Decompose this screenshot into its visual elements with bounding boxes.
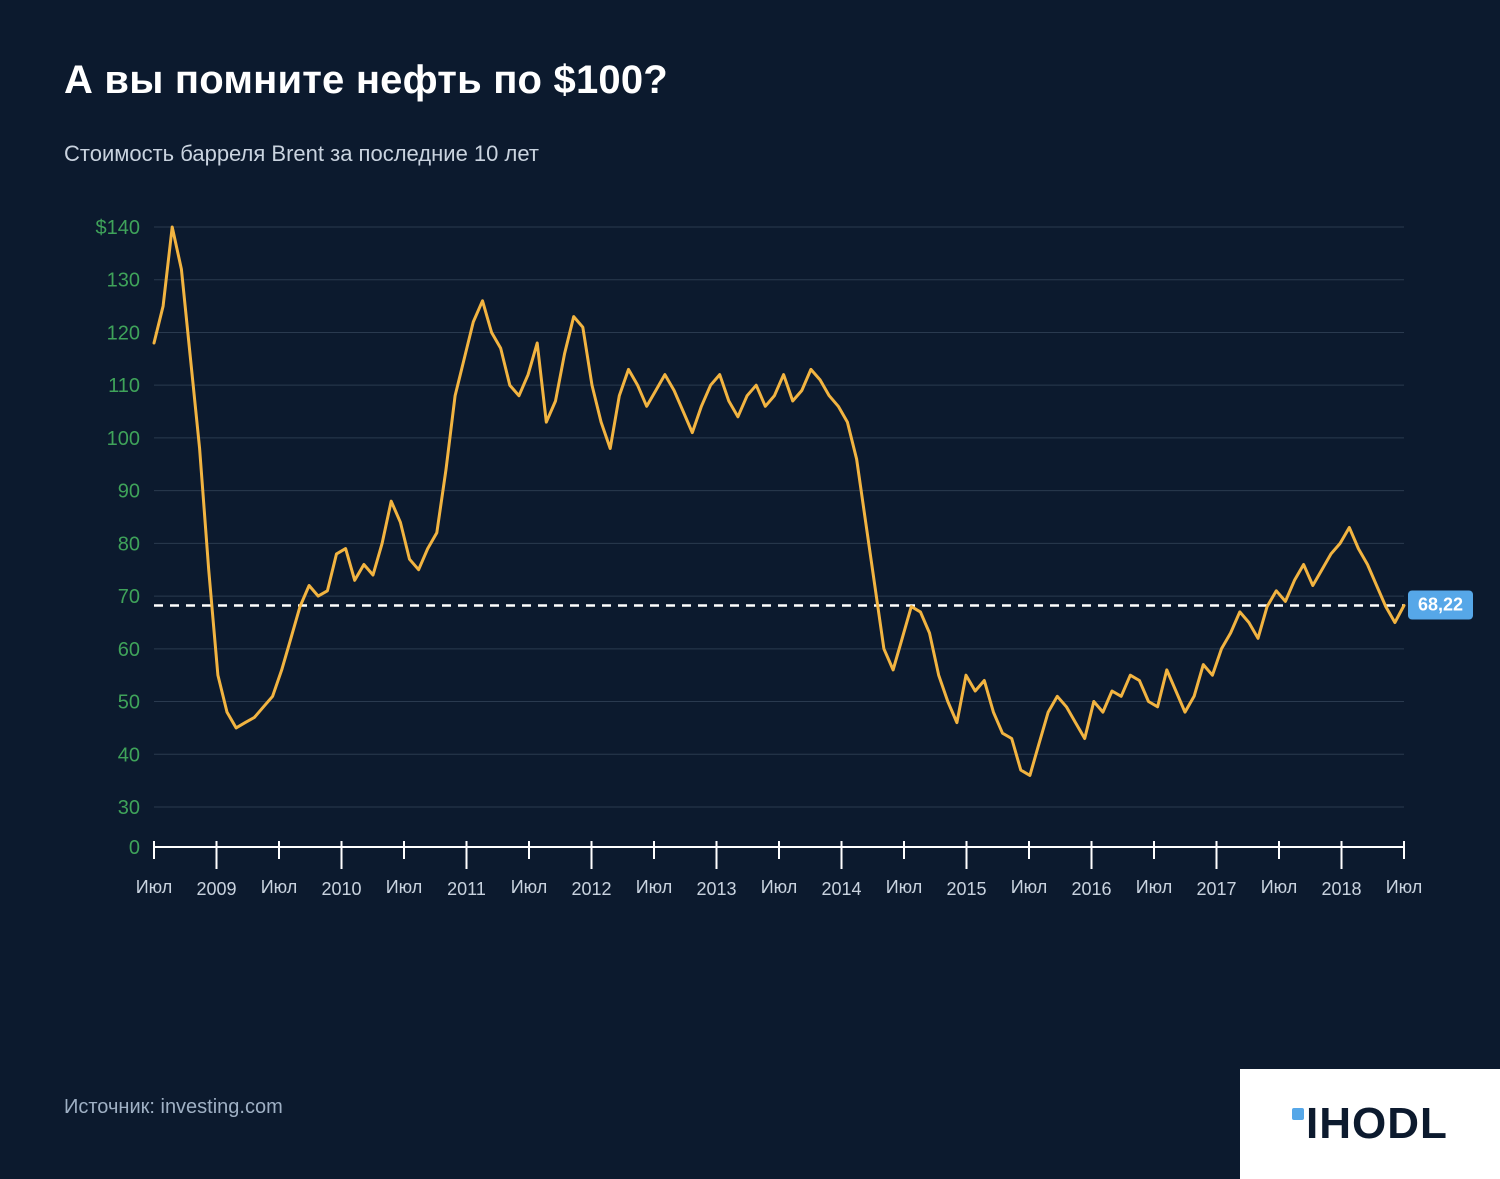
svg-text:80: 80	[118, 533, 140, 555]
chart-title: А вы помните нефть по $100?	[64, 58, 1436, 103]
svg-text:30: 30	[118, 797, 140, 819]
svg-text:0: 0	[129, 837, 140, 859]
svg-text:2016: 2016	[1071, 879, 1111, 899]
svg-text:$140: $140	[96, 217, 141, 239]
svg-text:Июл: Июл	[1136, 877, 1173, 897]
svg-text:Июл: Июл	[1261, 877, 1298, 897]
svg-text:120: 120	[107, 322, 140, 344]
svg-text:Июл: Июл	[761, 877, 798, 897]
svg-text:Июл: Июл	[886, 877, 923, 897]
svg-text:Июл: Июл	[511, 877, 548, 897]
chart-subtitle: Стоимость барреля Brent за последние 10 …	[64, 141, 1436, 167]
svg-text:2014: 2014	[821, 879, 861, 899]
current-value-badge: 68,22	[1408, 591, 1473, 620]
svg-text:110: 110	[108, 375, 140, 397]
svg-text:Июл: Июл	[1386, 877, 1423, 897]
svg-text:50: 50	[118, 692, 140, 714]
svg-text:130: 130	[107, 270, 140, 292]
chart-area: 0 30 40 50 60 70 80 90 100 110 120 130 $140 Июл 2009 Ию…	[64, 217, 1436, 937]
logo: IHODL	[1292, 1099, 1448, 1149]
svg-text:Июл: Июл	[261, 877, 298, 897]
svg-text:Июл: Июл	[386, 877, 423, 897]
svg-text:2011: 2011	[447, 879, 486, 899]
svg-text:2012: 2012	[571, 879, 611, 899]
svg-text:2010: 2010	[321, 879, 361, 899]
svg-text:2018: 2018	[1321, 879, 1361, 899]
svg-text:2017: 2017	[1196, 879, 1236, 899]
svg-text:40: 40	[118, 744, 140, 766]
svg-text:90: 90	[118, 481, 140, 503]
source-label: Источник: investing.com	[64, 1096, 283, 1119]
svg-text:60: 60	[118, 639, 140, 661]
line-chart-svg: 0 30 40 50 60 70 80 90 100 110 120 130 $140 Июл 2009 Ию…	[64, 217, 1474, 937]
logo-box: IHODL	[1240, 1069, 1500, 1179]
svg-text:100: 100	[107, 428, 140, 450]
svg-text:2015: 2015	[946, 879, 986, 899]
svg-text:Июл: Июл	[136, 877, 173, 897]
svg-text:Июл: Июл	[636, 877, 673, 897]
svg-text:2009: 2009	[196, 879, 236, 899]
svg-text:2013: 2013	[696, 879, 736, 899]
svg-text:Июл: Июл	[1011, 877, 1048, 897]
svg-text:70: 70	[118, 586, 140, 608]
